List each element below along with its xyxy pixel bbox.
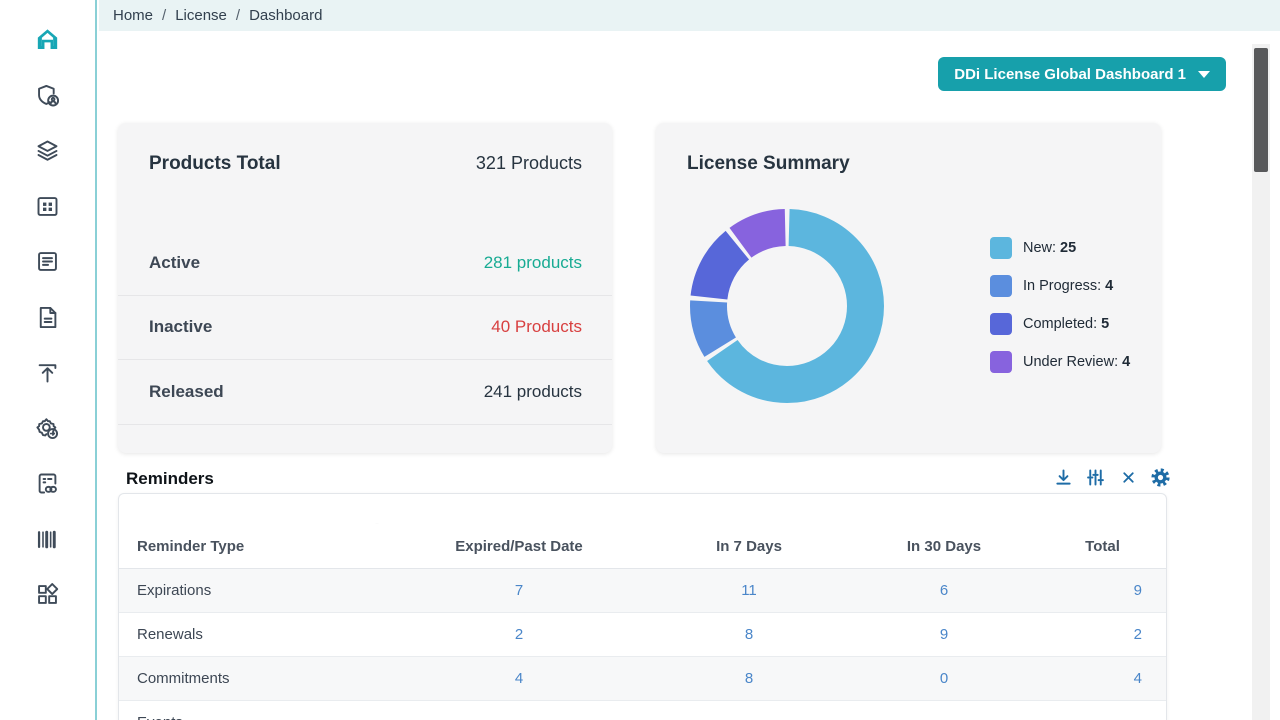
products-row-label: Released — [149, 381, 224, 401]
row-type: Commitments — [137, 670, 230, 687]
reminders-toolbar — [1052, 466, 1172, 488]
breadcrumb-dashboard[interactable]: Dashboard — [249, 7, 323, 24]
legend-label: Completed: — [1023, 316, 1098, 332]
modules-icon[interactable] — [34, 581, 61, 608]
col-total: Total — [1085, 537, 1120, 555]
products-row-label: Inactive — [149, 317, 213, 337]
row-type: Events — [119, 714, 389, 720]
products-row-active: Active 281 products — [118, 231, 612, 296]
cell-link[interactable]: 8 — [744, 626, 754, 643]
products-total-card: Products Total 321 Products Active 281 p… — [118, 123, 612, 453]
download-icon[interactable] — [1052, 466, 1074, 488]
legend-swatch — [990, 237, 1012, 259]
shield-user-icon[interactable] — [34, 82, 61, 109]
row-type: Renewals — [137, 626, 203, 643]
grid-icon[interactable] — [34, 193, 61, 220]
barcode-icon[interactable] — [34, 526, 61, 553]
home-icon[interactable] — [34, 26, 61, 53]
products-row-inactive: Inactive 40 Products — [118, 296, 612, 360]
col-expired-past-date: Expired/Past Date — [455, 537, 583, 555]
col-in-30-days: In 30 Days — [906, 537, 982, 555]
legend-value: 25 — [1060, 240, 1077, 256]
collapsed-indicator[interactable]: - — [375, 516, 379, 531]
breadcrumb: Home / License / Dashboard — [99, 0, 1280, 31]
dashboard-selector-label: DDi License Global Dashboard 1 — [954, 65, 1186, 83]
table-row-commitments: Commitments 4 8 0 4 — [119, 657, 1166, 701]
gear-arrow-icon[interactable] — [34, 415, 61, 442]
products-total-title: Products Total — [149, 153, 281, 174]
legend-item-in-progress: In Progress: 4 — [990, 274, 1130, 298]
legend-item-completed: Completed: 5 — [990, 312, 1130, 336]
legend-label: New: — [1023, 240, 1057, 256]
table-row-events: Events — [119, 701, 1166, 720]
upload-icon[interactable] — [34, 359, 61, 386]
breadcrumb-separator: / — [235, 7, 241, 24]
legend-swatch — [990, 275, 1012, 297]
col-in-7-days: In 7 Days — [716, 537, 782, 555]
products-row-value: 241 products — [483, 381, 582, 401]
products-row-label: Active — [149, 252, 201, 272]
table-row-expirations: Expirations 7 11 6 9 — [119, 569, 1166, 613]
cell-link[interactable]: 11 — [741, 582, 757, 599]
document-lines-icon[interactable] — [34, 248, 61, 275]
scrollbar-thumb[interactable] — [1254, 48, 1268, 172]
chevron-down-icon — [1198, 70, 1210, 78]
license-summary-title: License Summary — [687, 153, 850, 174]
gear-icon[interactable] — [1150, 466, 1172, 488]
dashboard-selector-button[interactable]: DDi License Global Dashboard 1 — [938, 57, 1226, 91]
breadcrumb-home[interactable]: Home — [113, 7, 154, 24]
legend-swatch — [990, 351, 1012, 373]
cell-link[interactable]: 8 — [744, 670, 754, 687]
legend-value: 5 — [1101, 316, 1110, 332]
legend-item-new: New: 25 — [990, 236, 1130, 260]
table-header-row: Reminder Type Expired/Past Date In 7 Day… — [119, 524, 1166, 569]
file-icon[interactable] — [34, 304, 61, 331]
sidebar — [0, 0, 97, 720]
close-icon[interactable] — [1117, 466, 1139, 488]
license-legend: New: 25 In Progress: 4 Completed: 5 Under R… — [990, 236, 1130, 374]
legend-label: Under Review: — [1023, 354, 1119, 370]
legend-label: In Progress: — [1023, 278, 1102, 294]
breadcrumb-license[interactable]: License — [175, 7, 227, 24]
cell-link[interactable]: 2 — [1133, 626, 1142, 643]
legend-item-under-review: Under Review: 4 — [990, 350, 1130, 374]
cell-link[interactable]: 7 — [514, 582, 524, 599]
scrollbar-track[interactable] — [1252, 44, 1270, 720]
cell-link[interactable]: 9 — [1133, 582, 1142, 599]
products-row-released: Released 241 products — [118, 360, 612, 425]
table-row-renewals: Renewals 2 8 9 2 — [119, 613, 1166, 657]
cell-link[interactable]: 4 — [1133, 670, 1142, 687]
cell-link[interactable]: 0 — [939, 670, 949, 687]
col-reminder-type: Reminder Type — [137, 537, 245, 555]
reminders-table-card: - Reminder Type Expired/Past Date In 7 D… — [118, 493, 1167, 720]
legend-swatch — [990, 313, 1012, 335]
breadcrumb-separator: / — [162, 7, 167, 24]
legend-value: 4 — [1105, 278, 1114, 294]
sliders-icon[interactable] — [1085, 466, 1107, 488]
layers-icon[interactable] — [34, 137, 61, 164]
license-donut-chart — [687, 206, 887, 406]
products-total-count: 321 Products — [475, 153, 582, 173]
row-type: Expirations — [137, 582, 212, 599]
cell-link[interactable]: 9 — [939, 626, 949, 643]
products-row-value: 281 products — [483, 252, 582, 272]
license-summary-card: License Summary New: 25 In Progress: 4 Com… — [656, 123, 1161, 453]
reminders-title: Reminders — [126, 469, 214, 488]
products-row-value: 40 Products — [491, 317, 582, 337]
document-link-icon[interactable] — [34, 470, 61, 497]
cell-link[interactable]: 4 — [514, 670, 524, 687]
cell-link[interactable]: 6 — [939, 582, 949, 599]
cell-link[interactable]: 2 — [514, 626, 524, 643]
legend-value: 4 — [1122, 354, 1131, 370]
reminders-table: Reminder Type Expired/Past Date In 7 Day… — [119, 524, 1166, 720]
